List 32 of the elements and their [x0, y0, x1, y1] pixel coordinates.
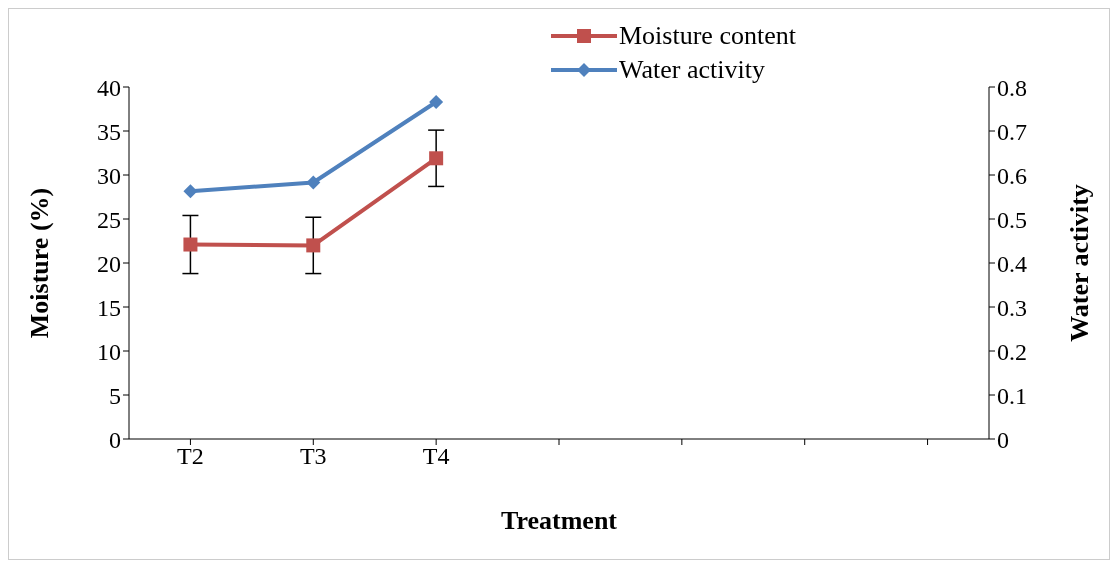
y-tick-label: 40	[97, 74, 121, 101]
x-tick-label: T4	[422, 443, 450, 470]
y2-tick-label: 0.1	[997, 382, 1027, 409]
y2-tick-label: 0.8	[997, 74, 1027, 101]
point	[183, 184, 198, 199]
y2-tick-label: 0.2	[997, 338, 1027, 365]
y2-tick-label: 0.7	[997, 118, 1027, 145]
y2-tick-label: 0.3	[997, 294, 1027, 321]
y-tick-label: 35	[97, 118, 121, 145]
legend-label: Moisture content	[619, 21, 796, 51]
y-tick-label: 15	[97, 294, 121, 321]
x-tick-label: T3	[299, 443, 327, 470]
y2-axis-title: Water activity	[1065, 184, 1095, 342]
y-tick-label: 20	[97, 250, 121, 277]
y-tick-label: 0	[109, 426, 121, 453]
y-tick-label: 10	[97, 338, 121, 365]
y2-tick-label: 0.4	[997, 250, 1027, 277]
y-tick-label: 5	[109, 382, 121, 409]
point	[306, 238, 321, 253]
x-axis-title: Treatment	[501, 506, 618, 535]
point	[429, 151, 444, 166]
y-axis-title: Moisture (%)	[25, 187, 55, 339]
point	[306, 175, 321, 190]
y2-tick-label: 0.6	[997, 162, 1027, 189]
point	[183, 237, 198, 252]
y-tick-label: 30	[97, 162, 121, 189]
point	[429, 94, 444, 109]
y-tick-label: 25	[97, 206, 121, 233]
y2-tick-label: 0.5	[997, 206, 1027, 233]
y2-tick-label: 0	[997, 426, 1009, 453]
legend-label: Water activity	[619, 55, 765, 85]
x-tick-label: T2	[177, 443, 204, 470]
